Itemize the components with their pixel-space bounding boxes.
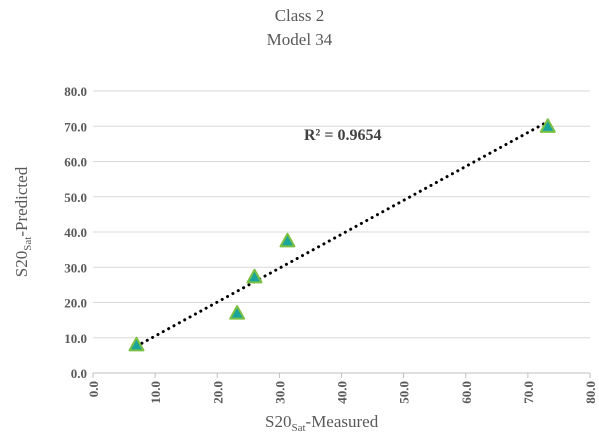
data-point	[246, 268, 263, 284]
data-point	[128, 336, 145, 352]
x-tick-label: 70.0	[521, 381, 536, 404]
y-tick-label: 30.0	[64, 260, 87, 275]
x-tick-label: 10.0	[148, 381, 163, 404]
y-tick-label: 20.0	[64, 296, 87, 311]
x-tick-label: 40.0	[335, 381, 350, 404]
x-tick-label: 60.0	[459, 381, 474, 404]
chart-title-line-1: Class 2	[274, 6, 325, 25]
x-tick-label: 30.0	[272, 381, 287, 404]
x-tick-label: 80.0	[583, 381, 598, 404]
y-axis-title: S20Sat-Predicted	[12, 166, 34, 278]
chart-title-line-2: Model 34	[266, 30, 333, 49]
r-squared-annotation: R² = 0.9654	[304, 127, 381, 144]
x-tick-label: 20.0	[210, 381, 225, 404]
y-tick-label: 70.0	[64, 119, 87, 134]
trendline	[134, 120, 550, 348]
y-tick-label: 0.0	[71, 366, 87, 381]
y-tick-label: 60.0	[64, 155, 87, 170]
y-tick-label: 10.0	[64, 331, 87, 346]
y-tick-label: 40.0	[64, 225, 87, 240]
data-point	[229, 305, 246, 320]
x-tick-label: 0.0	[86, 381, 101, 397]
data-point	[279, 232, 296, 248]
x-axis-title: S20Sat-Measured	[265, 412, 379, 434]
y-tick-label: 80.0	[64, 84, 87, 99]
y-tick-label: 50.0	[64, 190, 87, 205]
x-tick-label: 50.0	[397, 381, 412, 404]
data-point	[539, 118, 556, 133]
